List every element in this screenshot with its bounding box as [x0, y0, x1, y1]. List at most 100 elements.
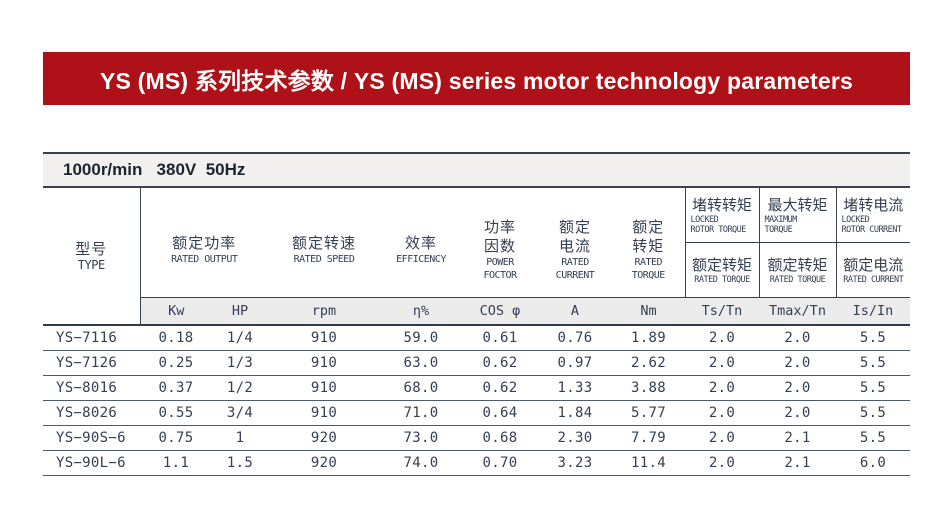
col-header-rated-current: 额定 电流 RATED CURRENT: [538, 188, 612, 298]
col-header-rated-current-denom: 额定电流 RATED CURRENT: [835, 242, 910, 298]
cell-a: 0.97: [538, 350, 612, 376]
cell-hp: 3/4: [212, 400, 268, 426]
table-row: YS−8026 0.55 3/4 910 71.0 0.64 1.84 5.77…: [43, 400, 910, 426]
type-zh: 型号: [75, 240, 108, 258]
cell-kw: 1.1: [140, 450, 212, 476]
cell-ts: 2.0: [685, 325, 759, 351]
cell-hp: 1: [212, 425, 268, 451]
cell-a: 0.76: [538, 325, 612, 351]
rated-torque-en: RATED TORQUE: [631, 256, 666, 281]
table-row: YS−90S−6 0.75 1 920 73.0 0.68 2.30 7.79 …: [43, 425, 910, 451]
maximum-torque-zh: 最大转矩: [767, 195, 828, 214]
rated-torque-denom2-en: RATED TORQUE: [769, 274, 826, 285]
cell-rpm: 910: [268, 375, 380, 401]
cell-type: YS−7126: [43, 350, 140, 376]
cell-tmax: 2.1: [759, 450, 836, 476]
cell-kw: 0.18: [140, 325, 212, 351]
cell-is: 6.0: [836, 450, 910, 476]
rated-torque-denom-zh: 额定转矩: [691, 255, 752, 274]
cell-cos: 0.68: [462, 425, 538, 451]
unit-nm: Nm: [612, 297, 685, 326]
cell-ts: 2.0: [685, 350, 759, 376]
col-header-rated-speed: 额定转速 RATED SPEED: [268, 188, 380, 298]
cell-eff: 73.0: [380, 425, 462, 451]
locked-rotor-current-zh: 堵转电流: [843, 195, 904, 214]
cell-ts: 2.0: [685, 425, 759, 451]
rated-current-denom-en: RATED CURRENT: [843, 274, 904, 285]
cell-is: 5.5: [836, 375, 910, 401]
cell-tmax: 2.0: [759, 375, 836, 401]
page-title: YS (MS) 系列技术参数 / YS (MS) series motor te…: [99, 67, 854, 94]
rated-torque-denom2-zh: 额定转矩: [767, 255, 828, 274]
cell-hp: 1.5: [212, 450, 268, 476]
cell-hp: 1/2: [212, 375, 268, 401]
cell-eff: 71.0: [380, 400, 462, 426]
cell-type: YS−8016: [43, 375, 140, 401]
cell-rpm: 910: [268, 325, 380, 351]
cell-kw: 0.75: [140, 425, 212, 451]
cell-nm: 5.77: [612, 400, 685, 426]
cell-kw: 0.55: [140, 400, 212, 426]
cell-eff: 74.0: [380, 450, 462, 476]
cell-kw: 0.25: [140, 350, 212, 376]
table-row: YS−7116 0.18 1/4 910 59.0 0.61 0.76 1.89…: [43, 325, 910, 351]
cell-tmax: 2.0: [759, 350, 836, 376]
power-factor-en: POWER FOCTOR: [483, 256, 517, 281]
cell-type: YS−8026: [43, 400, 140, 426]
locked-rotor-torque-en: LOCKED ROTOR TORQUE: [690, 214, 747, 235]
motor-parameters-table: 型号 TYPE 额定功率 RATED OUTPUT 额定转速 RATED SPE…: [43, 188, 910, 476]
rated-speed-en: RATED SPEED: [293, 253, 355, 265]
cell-a: 2.30: [538, 425, 612, 451]
title-banner: YS (MS) 系列技术参数 / YS (MS) series motor te…: [43, 52, 910, 105]
cell-nm: 7.79: [612, 425, 685, 451]
cell-type: YS−90S−6: [43, 425, 140, 451]
col-header-locked-rotor-current: 堵转电流 LOCKED ROTOR CURRENT: [835, 188, 910, 243]
cell-tmax: 2.0: [759, 325, 836, 351]
cell-cos: 0.64: [462, 400, 538, 426]
units-row: Kw HP rpm η% COS φ A Nm Ts/Tn Tmax/Tn Is…: [43, 297, 910, 326]
cell-cos: 0.62: [462, 375, 538, 401]
condition-bar: 1000r/min 380V 50Hz: [43, 152, 910, 188]
cell-a: 1.33: [538, 375, 612, 401]
cell-eff: 68.0: [380, 375, 462, 401]
cell-is: 5.5: [836, 350, 910, 376]
cell-rpm: 920: [268, 450, 380, 476]
cell-nm: 2.62: [612, 350, 685, 376]
cell-is: 5.5: [836, 325, 910, 351]
cell-nm: 1.89: [612, 325, 685, 351]
header-row-1: 型号 TYPE 额定功率 RATED OUTPUT 额定转速 RATED SPE…: [43, 188, 910, 326]
cell-ts: 2.0: [685, 450, 759, 476]
col-header-rated-torque-denom-1: 额定转矩 RATED TORQUE: [684, 242, 759, 298]
rated-torque-denom-en: RATED TORQUE: [694, 274, 750, 285]
rated-current-denom-zh: 额定电流: [843, 255, 904, 274]
cell-nm: 11.4: [612, 450, 685, 476]
cell-type: YS−7116: [43, 325, 140, 351]
rated-torque-zh: 额定 转矩: [632, 217, 665, 255]
unit-tmax-tn: Tmax/Tn: [759, 297, 836, 326]
cell-hp: 1/4: [212, 325, 268, 351]
cell-tmax: 2.1: [759, 425, 836, 451]
unit-is-in: Is/In: [836, 297, 910, 326]
cell-eff: 63.0: [380, 350, 462, 376]
col-header-maximum-torque: 最大转矩 MAXIMUM TORQUE: [758, 188, 836, 243]
unit-ts-tn: Ts/Tn: [685, 297, 759, 326]
condition-text: 1000r/min 380V 50Hz: [63, 160, 246, 179]
unit-rpm: rpm: [268, 297, 380, 326]
table-row: YS−7126 0.25 1/3 910 63.0 0.62 0.97 2.62…: [43, 350, 910, 376]
power-factor-zh: 功率 因数: [483, 217, 516, 255]
maximum-torque-en: MAXIMUM TORQUE: [764, 214, 798, 235]
cell-hp: 1/3: [212, 350, 268, 376]
rated-output-en: RATED OUTPUT: [171, 253, 238, 265]
table-row: YS−8016 0.37 1/2 910 68.0 0.62 1.33 3.88…: [43, 375, 910, 401]
efficiency-en: EFFICENCY: [396, 253, 446, 265]
unit-kw: Kw: [140, 297, 212, 326]
cell-rpm: 910: [268, 350, 380, 376]
unit-hp: HP: [212, 297, 268, 326]
col-header-locked-rotor-torque: 堵转转矩 LOCKED ROTOR TORQUE: [684, 188, 759, 243]
cell-ts: 2.0: [685, 375, 759, 401]
cell-ts: 2.0: [685, 400, 759, 426]
efficiency-zh: 效率: [404, 233, 437, 252]
col-header-efficiency: 效率 EFFICENCY: [380, 188, 462, 298]
locked-rotor-torque-zh: 堵转转矩: [691, 195, 752, 214]
rated-current-en: RATED CURRENT: [555, 256, 595, 281]
